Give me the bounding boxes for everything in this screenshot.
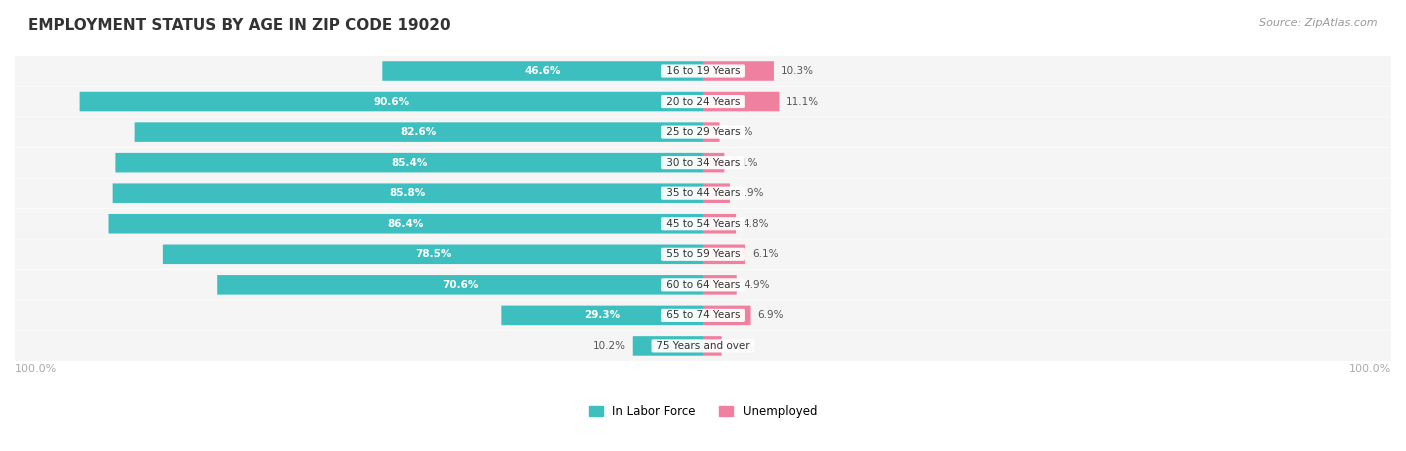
FancyBboxPatch shape xyxy=(15,87,1391,116)
FancyBboxPatch shape xyxy=(703,122,720,142)
FancyBboxPatch shape xyxy=(15,300,1391,330)
Text: 45 to 54 Years: 45 to 54 Years xyxy=(662,219,744,229)
Text: 4.8%: 4.8% xyxy=(742,219,769,229)
Text: 82.6%: 82.6% xyxy=(401,127,437,137)
Text: 60 to 64 Years: 60 to 64 Years xyxy=(662,280,744,290)
Text: 20 to 24 Years: 20 to 24 Years xyxy=(662,97,744,106)
Text: 29.3%: 29.3% xyxy=(583,310,620,320)
Text: 30 to 34 Years: 30 to 34 Years xyxy=(662,158,744,168)
Text: 25 to 29 Years: 25 to 29 Years xyxy=(662,127,744,137)
Text: 16 to 19 Years: 16 to 19 Years xyxy=(662,66,744,76)
FancyBboxPatch shape xyxy=(15,331,1391,361)
Text: 3.1%: 3.1% xyxy=(731,158,758,168)
FancyBboxPatch shape xyxy=(108,214,703,234)
Text: 4.9%: 4.9% xyxy=(744,280,770,290)
Text: 85.8%: 85.8% xyxy=(389,188,426,198)
FancyBboxPatch shape xyxy=(80,92,703,111)
FancyBboxPatch shape xyxy=(703,214,737,234)
FancyBboxPatch shape xyxy=(382,61,703,81)
Text: 55 to 59 Years: 55 to 59 Years xyxy=(662,249,744,259)
Text: 6.9%: 6.9% xyxy=(758,310,785,320)
Text: 78.5%: 78.5% xyxy=(415,249,451,259)
FancyBboxPatch shape xyxy=(163,244,703,264)
FancyBboxPatch shape xyxy=(15,239,1391,269)
FancyBboxPatch shape xyxy=(112,184,703,203)
FancyBboxPatch shape xyxy=(703,275,737,295)
FancyBboxPatch shape xyxy=(15,56,1391,86)
FancyBboxPatch shape xyxy=(15,209,1391,239)
FancyBboxPatch shape xyxy=(703,61,773,81)
FancyBboxPatch shape xyxy=(15,147,1391,178)
FancyBboxPatch shape xyxy=(703,244,745,264)
Text: 10.3%: 10.3% xyxy=(780,66,814,76)
Text: 3.9%: 3.9% xyxy=(737,188,763,198)
FancyBboxPatch shape xyxy=(15,178,1391,208)
Text: EMPLOYMENT STATUS BY AGE IN ZIP CODE 19020: EMPLOYMENT STATUS BY AGE IN ZIP CODE 190… xyxy=(28,18,451,33)
Legend: In Labor Force, Unemployed: In Labor Force, Unemployed xyxy=(583,400,823,423)
FancyBboxPatch shape xyxy=(703,336,721,356)
Text: 70.6%: 70.6% xyxy=(441,280,478,290)
FancyBboxPatch shape xyxy=(115,153,703,172)
Text: 86.4%: 86.4% xyxy=(388,219,425,229)
Text: 100.0%: 100.0% xyxy=(1348,364,1391,374)
FancyBboxPatch shape xyxy=(703,306,751,325)
Text: 75 Years and over: 75 Years and over xyxy=(652,341,754,351)
Text: 11.1%: 11.1% xyxy=(786,97,820,106)
Text: 10.2%: 10.2% xyxy=(593,341,626,351)
Text: 6.1%: 6.1% xyxy=(752,249,779,259)
Text: 2.4%: 2.4% xyxy=(727,127,752,137)
FancyBboxPatch shape xyxy=(135,122,703,142)
Text: 2.7%: 2.7% xyxy=(728,341,755,351)
Text: 85.4%: 85.4% xyxy=(391,158,427,168)
Text: 46.6%: 46.6% xyxy=(524,66,561,76)
Text: 35 to 44 Years: 35 to 44 Years xyxy=(662,188,744,198)
FancyBboxPatch shape xyxy=(703,184,730,203)
FancyBboxPatch shape xyxy=(502,306,703,325)
Text: 90.6%: 90.6% xyxy=(373,97,409,106)
Text: Source: ZipAtlas.com: Source: ZipAtlas.com xyxy=(1260,18,1378,28)
FancyBboxPatch shape xyxy=(15,270,1391,300)
Text: 100.0%: 100.0% xyxy=(15,364,58,374)
FancyBboxPatch shape xyxy=(703,153,724,172)
FancyBboxPatch shape xyxy=(15,117,1391,147)
FancyBboxPatch shape xyxy=(703,92,779,111)
FancyBboxPatch shape xyxy=(217,275,703,295)
FancyBboxPatch shape xyxy=(633,336,703,356)
Text: 65 to 74 Years: 65 to 74 Years xyxy=(662,310,744,320)
